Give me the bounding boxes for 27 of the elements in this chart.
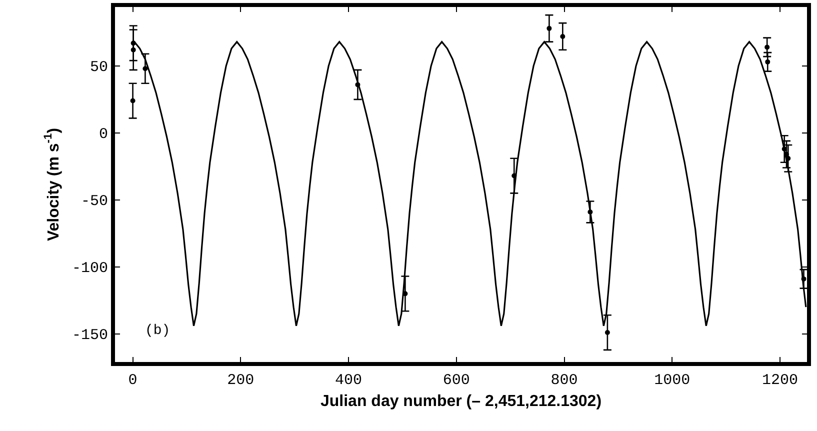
point: [130, 47, 136, 52]
x-tick-label: 400: [335, 372, 362, 389]
x-tick-label: 1200: [762, 372, 798, 389]
point: [546, 26, 552, 31]
annotation: (b): [145, 323, 170, 339]
y-tick-label: -150: [72, 327, 108, 344]
x-tick-label: 800: [550, 372, 578, 389]
y-tick-label: -100: [72, 260, 108, 278]
point: [130, 98, 136, 104]
point: [604, 330, 610, 336]
x-axis-title: Julian day number (– 2,451,212.1302): [320, 393, 602, 410]
y-tick-label: -50: [80, 193, 108, 210]
point: [355, 82, 360, 88]
point: [142, 66, 148, 72]
y-tick-label: 0: [98, 126, 108, 144]
point: [588, 209, 593, 214]
x-tick-label: 0: [128, 372, 138, 389]
point: [801, 276, 806, 282]
point: [560, 34, 566, 39]
x-tick-label: 600: [442, 372, 470, 389]
point: [130, 40, 136, 46]
x-tick-label: 1000: [654, 372, 690, 389]
point: [764, 44, 770, 50]
x-tick-label: 200: [227, 372, 254, 389]
y-tick-label: 50: [90, 59, 108, 76]
point: [765, 59, 770, 64]
point: [512, 173, 517, 178]
